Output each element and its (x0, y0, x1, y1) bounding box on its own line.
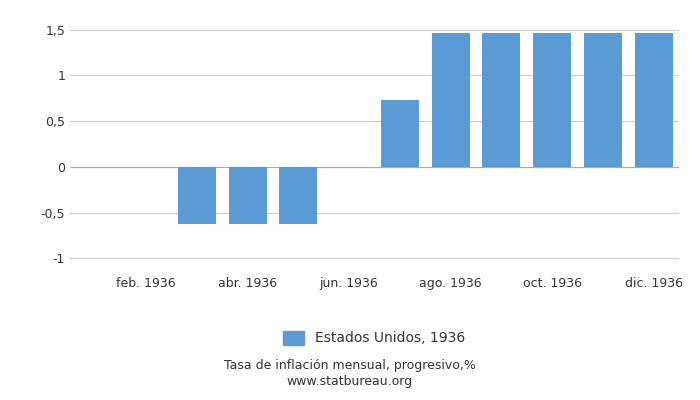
Bar (432, 33, 470, 167)
Bar (482, 33, 520, 167)
Text: www.statbureau.org: www.statbureau.org (287, 376, 413, 388)
Bar (381, 100, 419, 167)
Bar (229, 167, 267, 224)
Bar (279, 167, 317, 224)
Bar (533, 33, 571, 167)
Text: Tasa de inflación mensual, progresivo,%: Tasa de inflación mensual, progresivo,% (224, 360, 476, 372)
Bar (178, 167, 216, 224)
Bar (635, 33, 673, 167)
Legend: Estados Unidos, 1936: Estados Unidos, 1936 (278, 325, 471, 351)
Bar (584, 33, 622, 167)
